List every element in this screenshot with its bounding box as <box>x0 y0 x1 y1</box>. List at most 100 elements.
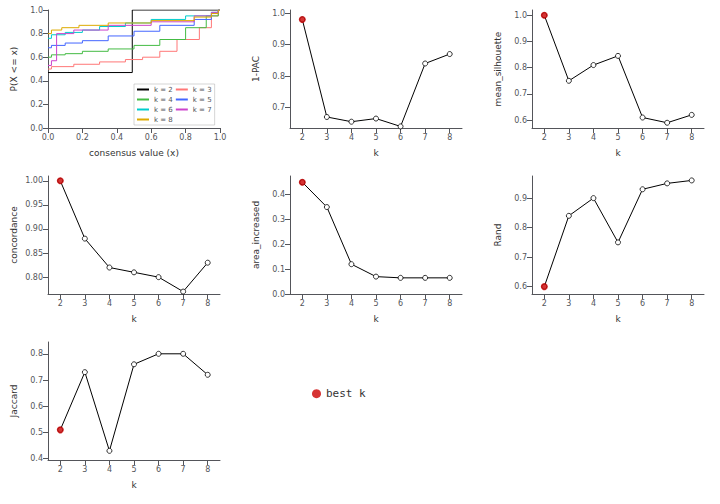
svg-text:6: 6 <box>640 133 645 142</box>
svg-text:0.4: 0.4 <box>110 133 123 142</box>
svg-text:0.5: 0.5 <box>30 428 43 437</box>
svg-text:P(X <= x): P(X <= x) <box>9 47 19 92</box>
svg-text:4: 4 <box>107 465 112 474</box>
svg-text:7: 7 <box>423 133 428 142</box>
svg-text:3: 3 <box>566 299 571 308</box>
svg-text:0.2: 0.2 <box>30 100 43 109</box>
svg-text:3: 3 <box>82 465 87 474</box>
svg-text:0.7: 0.7 <box>272 103 285 112</box>
svg-text:1-PAC: 1-PAC <box>251 56 261 82</box>
svg-text:0.4: 0.4 <box>30 76 43 85</box>
svg-text:k = 3: k = 3 <box>193 86 212 94</box>
svg-text:0.8: 0.8 <box>272 72 285 81</box>
svg-text:0.7: 0.7 <box>30 376 43 385</box>
svg-text:2: 2 <box>58 299 63 308</box>
svg-text:7: 7 <box>665 299 670 308</box>
svg-text:3: 3 <box>566 133 571 142</box>
svg-text:8: 8 <box>689 133 694 142</box>
svg-text:8: 8 <box>205 465 210 474</box>
svg-text:2: 2 <box>542 299 547 308</box>
svg-text:0.7: 0.7 <box>514 89 527 98</box>
svg-text:4: 4 <box>107 299 112 308</box>
svg-text:0.6: 0.6 <box>145 133 158 142</box>
svg-text:2: 2 <box>300 299 305 308</box>
svg-text:0.85: 0.85 <box>25 249 43 258</box>
svg-text:0.9: 0.9 <box>272 40 285 49</box>
svg-text:k: k <box>615 148 621 158</box>
svg-text:8: 8 <box>447 133 452 142</box>
svg-text:3: 3 <box>324 133 329 142</box>
svg-text:0.8: 0.8 <box>514 63 527 72</box>
svg-text:2: 2 <box>58 465 63 474</box>
svg-text:area_increased: area_increased <box>251 201 261 269</box>
svg-text:7: 7 <box>181 465 186 474</box>
svg-text:5: 5 <box>615 299 620 308</box>
svg-text:0.0: 0.0 <box>42 133 55 142</box>
svg-text:3: 3 <box>82 299 87 308</box>
svg-text:k = 4: k = 4 <box>154 96 173 104</box>
svg-text:8: 8 <box>205 299 210 308</box>
svg-text:0.6: 0.6 <box>30 53 43 62</box>
svg-text:0.6: 0.6 <box>514 116 527 125</box>
svg-text:0.6: 0.6 <box>30 402 43 411</box>
svg-text:k = 6: k = 6 <box>154 106 173 114</box>
svg-text:Jaccard: Jaccard <box>9 385 19 419</box>
svg-text:0.80: 0.80 <box>25 273 43 282</box>
svg-text:0.95: 0.95 <box>25 200 43 209</box>
svg-text:1.0: 1.0 <box>514 11 527 20</box>
svg-text:Rand: Rand <box>493 224 503 247</box>
svg-text:4: 4 <box>349 299 354 308</box>
svg-text:0.2: 0.2 <box>272 240 285 249</box>
svg-text:8: 8 <box>447 299 452 308</box>
svg-text:k = 5: k = 5 <box>193 96 212 104</box>
svg-text:5: 5 <box>131 465 136 474</box>
svg-text:0.8: 0.8 <box>514 223 527 232</box>
svg-text:k: k <box>373 314 379 324</box>
svg-text:0.8: 0.8 <box>30 29 43 38</box>
svg-text:k = 7: k = 7 <box>193 106 212 114</box>
svg-text:6: 6 <box>398 299 403 308</box>
svg-text:0.1: 0.1 <box>272 265 285 274</box>
svg-text:2: 2 <box>300 133 305 142</box>
svg-text:4: 4 <box>349 133 354 142</box>
svg-text:0.9: 0.9 <box>514 37 527 46</box>
svg-text:4: 4 <box>591 133 596 142</box>
svg-text:6: 6 <box>640 299 645 308</box>
svg-text:0.4: 0.4 <box>30 454 43 463</box>
svg-text:1.0: 1.0 <box>272 9 285 18</box>
svg-text:0.2: 0.2 <box>76 133 89 142</box>
svg-text:k: k <box>373 148 379 158</box>
svg-text:k = 2: k = 2 <box>154 86 173 94</box>
svg-text:0.4: 0.4 <box>272 190 285 199</box>
svg-text:0.7: 0.7 <box>514 253 527 262</box>
svg-text:5: 5 <box>615 133 620 142</box>
svg-text:0.9: 0.9 <box>514 194 527 203</box>
svg-text:mean_silhouette: mean_silhouette <box>493 31 503 106</box>
svg-text:0.8: 0.8 <box>30 349 43 358</box>
svg-text:0.0: 0.0 <box>272 290 285 299</box>
svg-text:0.8: 0.8 <box>179 133 192 142</box>
svg-text:6: 6 <box>398 133 403 142</box>
svg-text:1.00: 1.00 <box>25 176 43 185</box>
svg-text:3: 3 <box>324 299 329 308</box>
svg-text:consensus value (x): consensus value (x) <box>89 148 179 158</box>
svg-text:5: 5 <box>373 133 378 142</box>
svg-text:k = 8: k = 8 <box>154 116 173 124</box>
svg-text:4: 4 <box>591 299 596 308</box>
svg-text:1.0: 1.0 <box>30 6 43 15</box>
svg-text:k: k <box>131 314 137 324</box>
svg-text:k: k <box>131 480 137 490</box>
svg-text:5: 5 <box>373 299 378 308</box>
svg-text:7: 7 <box>181 299 186 308</box>
svg-text:1.0: 1.0 <box>214 133 227 142</box>
svg-text:k: k <box>615 314 621 324</box>
svg-text:0.0: 0.0 <box>30 124 43 133</box>
svg-text:7: 7 <box>423 299 428 308</box>
svg-text:5: 5 <box>131 299 136 308</box>
svg-text:6: 6 <box>156 465 161 474</box>
svg-text:0.3: 0.3 <box>272 215 285 224</box>
svg-text:0.90: 0.90 <box>25 224 43 233</box>
svg-text:8: 8 <box>689 299 694 308</box>
svg-text:7: 7 <box>665 133 670 142</box>
svg-text:0.6: 0.6 <box>514 282 527 291</box>
